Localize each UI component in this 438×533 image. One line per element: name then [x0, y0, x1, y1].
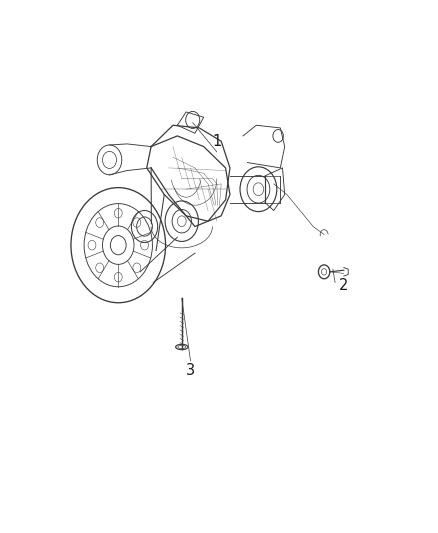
Text: 1: 1	[212, 134, 222, 149]
Text: 2: 2	[339, 278, 349, 293]
Text: 3: 3	[186, 363, 195, 378]
